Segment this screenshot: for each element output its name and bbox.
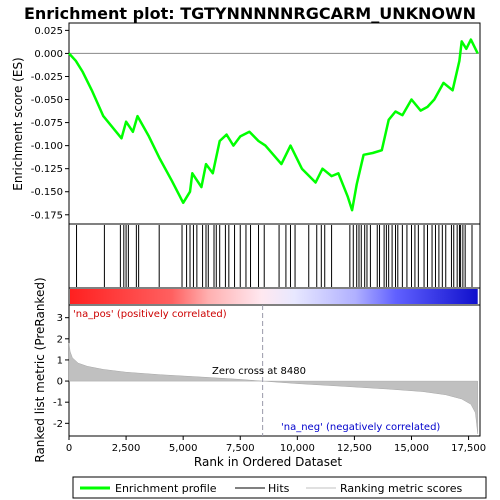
es-y-tick-label: -0.175 [31,210,63,221]
es-y-tick-label: -0.050 [31,95,63,106]
rank-bar [68,287,481,306]
x-tick-label: 2,500 [112,443,141,454]
metric-y-tick-label: 3 [57,313,63,324]
es-panel-frame [68,22,481,225]
es-panel: -0.175 -0.150 -0.125 -0.100 -0.075 -0.050 -0.0… [11,22,481,225]
es-y-tick-label: 0.000 [34,49,63,60]
es-y-tick-label: 0.025 [34,26,63,37]
neg-correlated-label: 'na_neg' (negatively correlated) [281,422,440,433]
metric-panel-frame [68,304,481,437]
legend-metric-label: Ranking metric scores [340,482,462,495]
x-tick-label: 17,500 [451,443,486,454]
es-y-tick-label: -0.075 [31,118,63,129]
es-y-tick-label: -0.125 [31,164,63,175]
legend-hits-label: Hits [268,482,290,495]
es-y-tick-label: -0.100 [31,141,63,152]
legend-frame [72,476,487,499]
x-axis-label: Rank in Ordered Dataset [194,455,342,469]
hit-marks [76,225,473,287]
metric-panel: -2 -1 0 1 2 3 Zero cross at 8480 'na_pos' (po… [33,277,481,463]
x-tick-label: 0 [66,443,72,454]
metric-y-axis-label: Ranked list metric (PreRanked) [33,277,47,462]
enrichment-profile-line [68,38,479,212]
x-tick-label: 15,000 [394,443,429,454]
rank-color-gradient [70,289,478,304]
metric-y-ticks: -2 -1 0 1 2 3 [53,313,69,430]
legend-profile-label: Enrichment profile [115,482,217,495]
chart-title: Enrichment plot: TGTYNNNNNRGCARM_UNKNOWN [24,4,476,23]
metric-y-tick-label: -2 [53,419,63,430]
x-tick-label: 7,500 [226,443,255,454]
x-tick-label: 5,000 [169,443,198,454]
metric-y-tick-label: -1 [53,398,63,409]
pos-correlated-label: 'na_pos' (positively correlated) [73,309,227,320]
es-y-ticks: -0.175 -0.150 -0.125 -0.100 -0.075 -0.050 -0.0… [31,26,69,221]
es-y-tick-label: -0.025 [31,72,63,83]
hits-panel [68,223,481,289]
zero-cross-label: Zero cross at 8480 [212,366,306,377]
es-y-axis-label: Enrichment score (ES) [11,57,25,190]
metric-y-tick-label: 1 [57,355,63,366]
x-tick-label: 10,000 [280,443,315,454]
metric-y-tick-label: 0 [57,377,63,388]
legend: Enrichment profile Hits Ranking metric s… [72,476,487,499]
x-tick-label: 12,500 [337,443,372,454]
x-axis-ticks: 0 2,500 5,000 7,500 10,000 12,500 15,000 17,500 [66,436,486,454]
es-y-tick-label: -0.150 [31,187,63,198]
metric-y-tick-label: 2 [57,334,63,345]
